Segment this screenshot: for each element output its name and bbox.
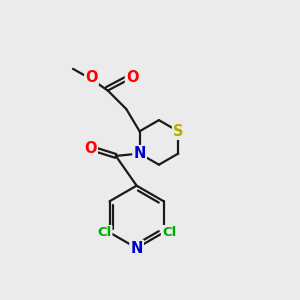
Text: N: N — [134, 146, 146, 161]
Text: Cl: Cl — [162, 226, 176, 239]
Text: Cl: Cl — [97, 226, 111, 239]
Text: O: O — [126, 70, 138, 85]
Text: S: S — [173, 124, 184, 139]
Text: N: N — [130, 241, 143, 256]
Text: O: O — [85, 70, 98, 85]
Text: O: O — [84, 141, 97, 156]
